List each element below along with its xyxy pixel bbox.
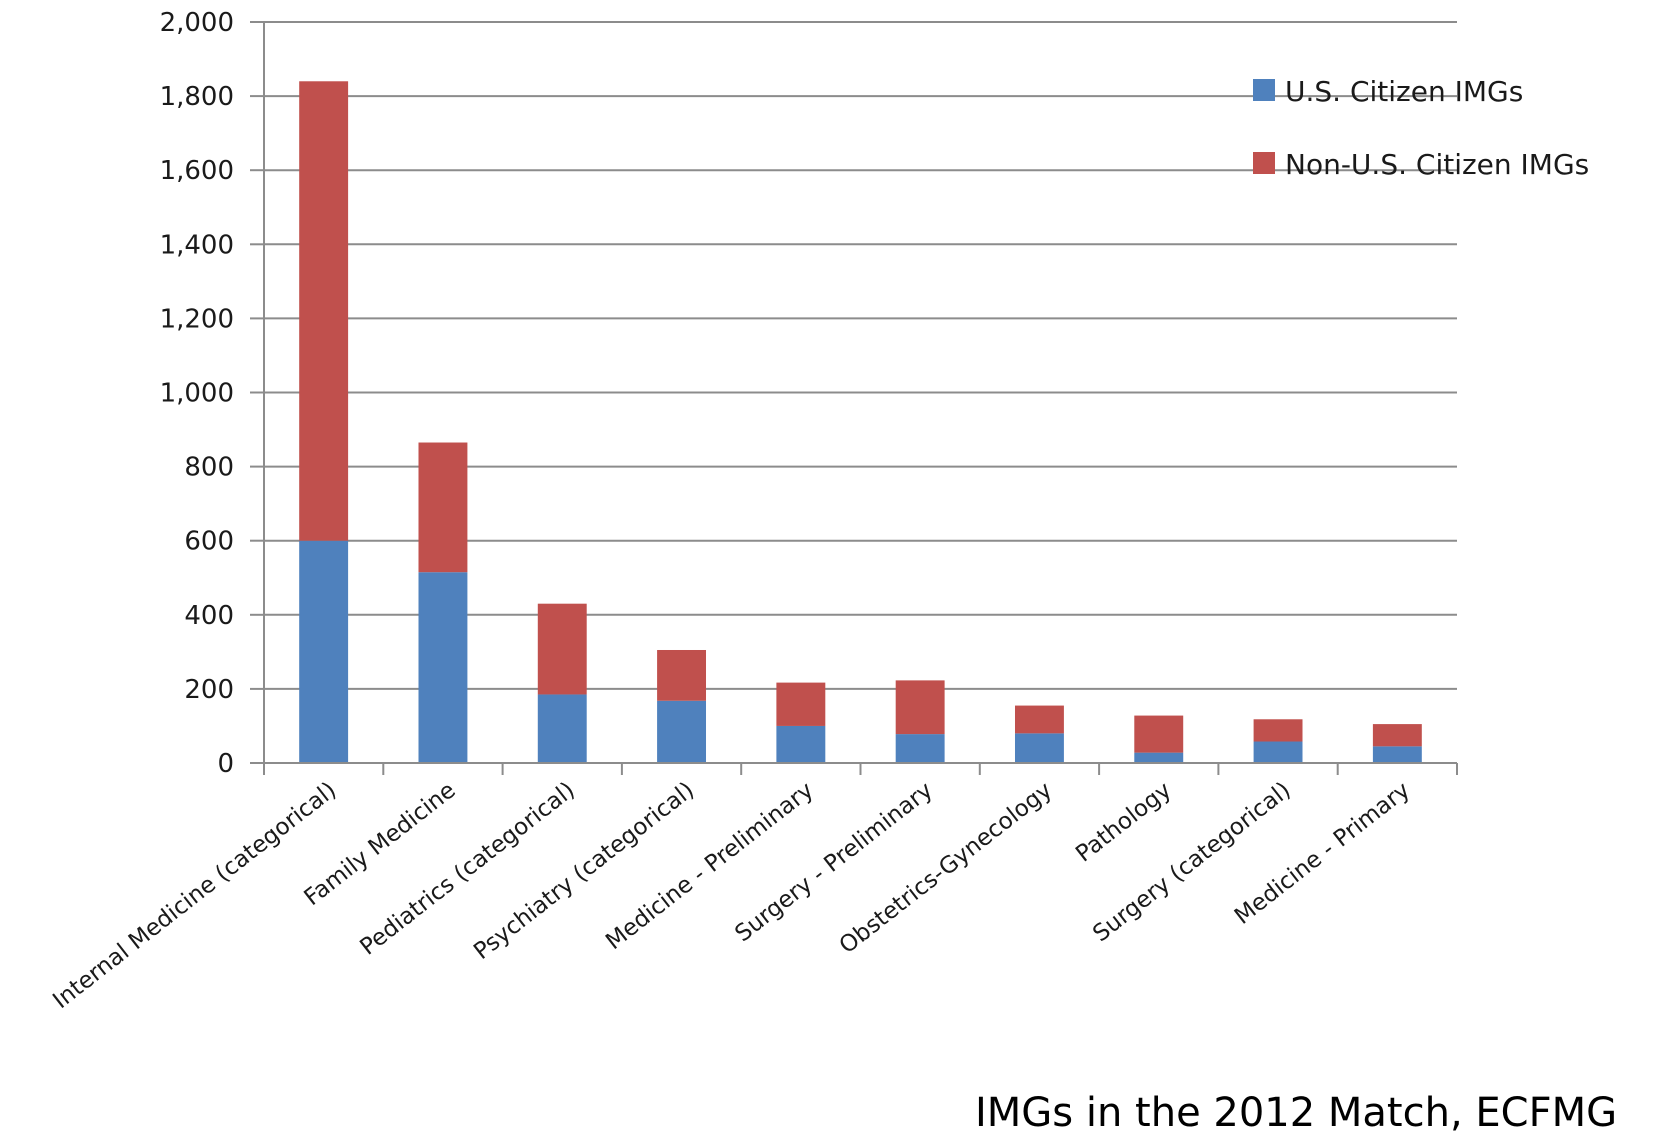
bar-us-citizen — [1253, 741, 1303, 763]
legend-swatch-non-us-citizen — [1253, 152, 1275, 174]
x-category-label: Medicine - Preliminary — [601, 777, 818, 955]
legend-label-us-citizen: U.S. Citizen IMGs — [1285, 75, 1523, 108]
y-tick-label: 1,000 — [160, 379, 234, 409]
bar-non-us-citizen — [299, 81, 349, 541]
legend-label-non-us-citizen: Non-U.S. Citizen IMGs — [1285, 148, 1589, 181]
bars — [299, 81, 1422, 763]
y-tick-label: 600 — [184, 527, 234, 557]
y-tick-label: 800 — [184, 453, 234, 483]
bar-us-citizen — [1014, 733, 1064, 763]
y-tick-label: 2,000 — [160, 8, 234, 38]
y-tick-label: 1,600 — [160, 156, 234, 186]
bar-us-citizen — [1372, 746, 1422, 763]
x-category-label: Obstetrics-Gynecology — [835, 777, 1058, 959]
x-category-label: Pathology — [1071, 777, 1176, 867]
y-tick-label: 1,400 — [160, 230, 234, 260]
bar-us-citizen — [657, 700, 707, 763]
bar-non-us-citizen — [1014, 705, 1064, 734]
x-axis-labels: Internal Medicine (categorical)Family Me… — [48, 777, 1415, 1014]
legend: U.S. Citizen IMGs Non-U.S. Citizen IMGs — [1253, 75, 1589, 181]
bar-non-us-citizen — [1372, 724, 1422, 747]
y-tick-label: 1,200 — [160, 304, 234, 334]
bar-non-us-citizen — [418, 442, 468, 573]
bar-us-citizen — [299, 540, 349, 763]
y-tick-label: 1,800 — [160, 82, 234, 112]
y-tick-label: 0 — [217, 749, 234, 779]
bar-non-us-citizen — [657, 649, 707, 701]
bar-non-us-citizen — [1134, 715, 1184, 753]
x-category-label: Surgery (categorical) — [1088, 777, 1295, 947]
chart-caption: IMGs in the 2012 Match, ECFMG — [975, 1090, 1618, 1136]
bar-us-citizen — [537, 694, 587, 763]
bar-non-us-citizen — [537, 603, 587, 695]
bar-us-citizen — [418, 572, 468, 763]
y-tick-label: 400 — [184, 601, 234, 631]
bar-us-citizen — [895, 734, 945, 763]
x-category-label: Psychiatry (categorical) — [469, 777, 699, 965]
x-category-label: Pediatrics (categorical) — [355, 777, 580, 960]
bar-non-us-citizen — [1253, 719, 1303, 742]
legend-swatch-us-citizen — [1253, 79, 1275, 101]
bar-us-citizen — [1134, 752, 1184, 763]
x-category-label: Surgery - Preliminary — [730, 777, 937, 947]
axes — [250, 21, 1458, 775]
bar-non-us-citizen — [895, 680, 945, 735]
x-category-label: Internal Medicine (categorical) — [48, 777, 341, 1014]
bar-us-citizen — [776, 725, 826, 763]
y-tick-label: 200 — [184, 675, 234, 705]
bar-non-us-citizen — [776, 682, 826, 726]
y-axis-ticks: 0 200 400 600 800 1,000 1,200 1,400 1,600 1,800 2,… — [160, 8, 234, 779]
